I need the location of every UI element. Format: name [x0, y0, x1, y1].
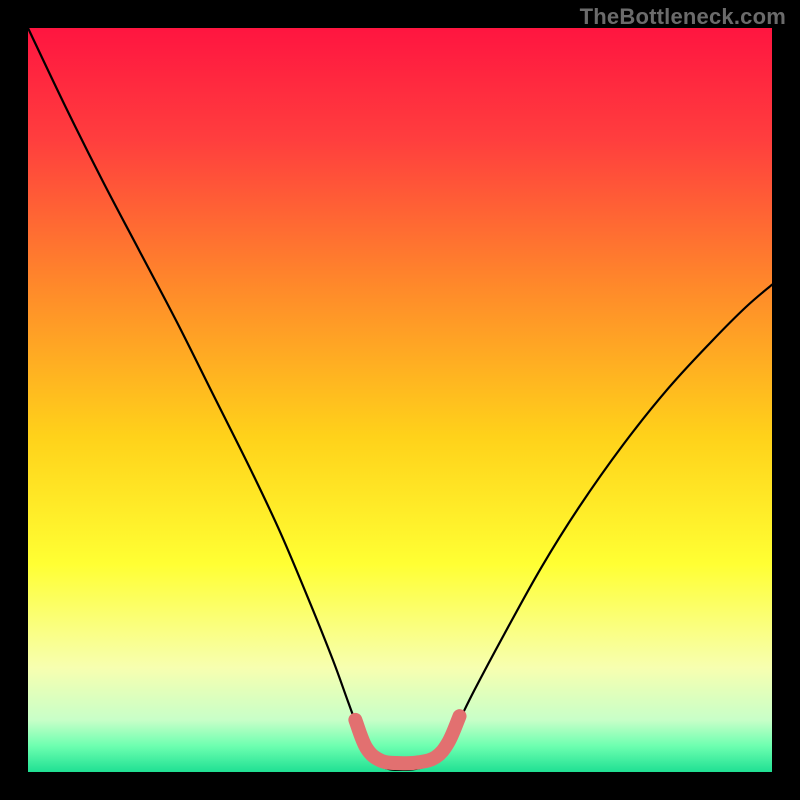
- chart-frame: TheBottleneck.com: [0, 0, 800, 800]
- bottleneck-chart: [28, 28, 772, 772]
- plot-area: [28, 28, 772, 772]
- watermark-text: TheBottleneck.com: [580, 4, 786, 30]
- gradient-background: [28, 28, 772, 772]
